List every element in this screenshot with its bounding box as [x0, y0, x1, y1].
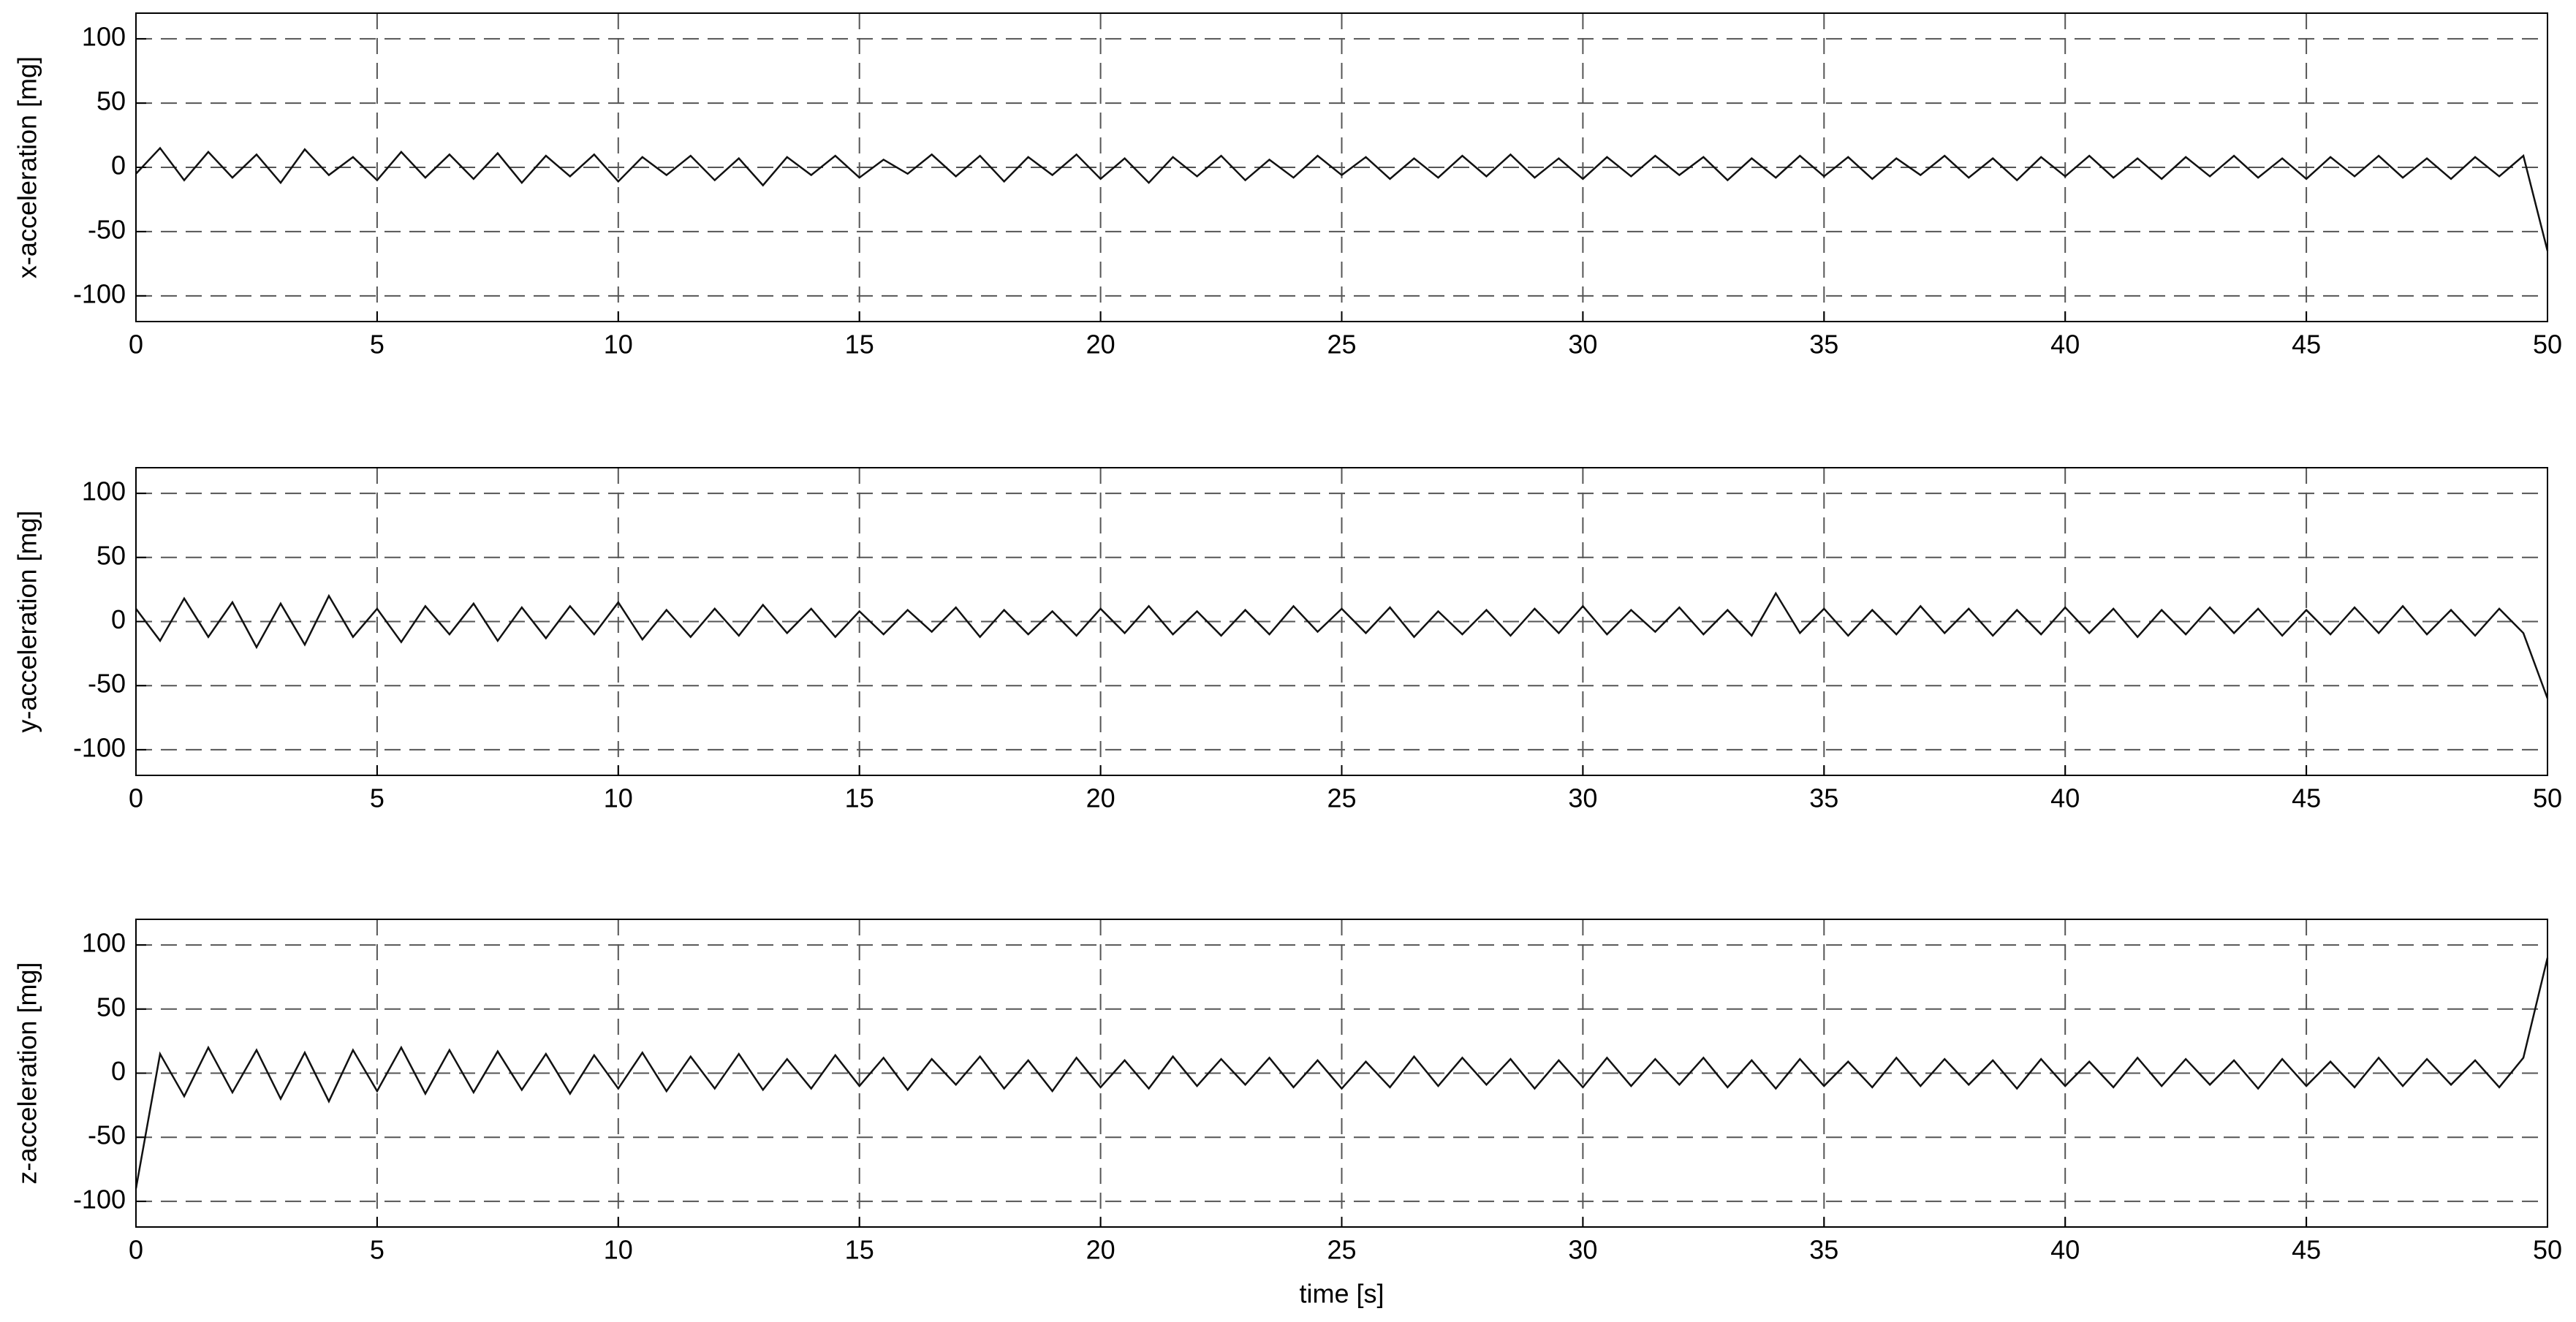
x-tick-label: 5: [370, 1235, 384, 1265]
plot-frame: [135, 919, 2548, 1228]
y-tick-label: 50: [96, 540, 126, 570]
x-axis-label: time [s]: [1299, 1279, 1384, 1309]
x-tick-label: 40: [2050, 783, 2080, 813]
x-tick-label: 40: [2050, 330, 2080, 360]
y-tick-label: 50: [96, 86, 126, 116]
y-tick-label: 50: [96, 992, 126, 1022]
x-tick-label: 10: [604, 1235, 633, 1265]
x-tick-label: 10: [604, 330, 633, 360]
x-tick-label: 5: [370, 783, 384, 813]
x-tick-label: 50: [2533, 1235, 2562, 1265]
y-tick-label: 0: [111, 1056, 126, 1086]
x-tick-label: 45: [2292, 1235, 2321, 1265]
x-tick-label: 0: [129, 1235, 143, 1265]
y-tick-label: 100: [82, 22, 126, 52]
y-axis-label: y-acceleration [mg]: [12, 510, 42, 732]
x-tick-label: 15: [845, 783, 874, 813]
y-tick-label: -50: [88, 669, 126, 699]
y-axis-label: z-acceleration [mg]: [12, 962, 42, 1184]
y-tick-label: 100: [82, 928, 126, 958]
y-tick-label: 100: [82, 476, 126, 506]
plot-frame: [135, 12, 2548, 322]
plot-frame: [135, 467, 2548, 776]
x-tick-label: 30: [1568, 1235, 1597, 1265]
x-tick-label: 45: [2292, 783, 2321, 813]
x-tick-label: 15: [845, 330, 874, 360]
x-tick-label: 30: [1568, 783, 1597, 813]
x-tick-label: 0: [129, 783, 143, 813]
y-tick-label: -50: [88, 1120, 126, 1150]
x-tick-label: 50: [2533, 330, 2562, 360]
x-tick-label: 50: [2533, 783, 2562, 813]
x-tick-label: 30: [1568, 330, 1597, 360]
x-tick-label: 35: [1809, 783, 1838, 813]
x-tick-label: 15: [845, 1235, 874, 1265]
x-tick-label: 35: [1809, 1235, 1838, 1265]
x-tick-label: 20: [1086, 783, 1115, 813]
x-tick-label: 40: [2050, 1235, 2080, 1265]
y-tick-label: 0: [111, 604, 126, 634]
x-tick-label: 45: [2292, 330, 2321, 360]
x-tick-label: 0: [129, 330, 143, 360]
x-tick-label: 10: [604, 783, 633, 813]
x-tick-label: 20: [1086, 330, 1115, 360]
data-line: [135, 591, 2549, 699]
x-tick-label: 25: [1327, 1235, 1356, 1265]
y-tick-label: -100: [73, 278, 126, 308]
y-tick-label: -50: [88, 214, 126, 244]
data-line: [135, 146, 2549, 251]
y-tick-label: -100: [73, 732, 126, 762]
x-tick-label: 25: [1327, 783, 1356, 813]
x-tick-label: 5: [370, 330, 384, 360]
y-tick-label: 0: [111, 151, 126, 181]
y-axis-label: x-acceleration [mg]: [12, 56, 42, 278]
x-tick-label: 25: [1327, 330, 1356, 360]
x-tick-label: 35: [1809, 330, 1838, 360]
x-tick-label: 20: [1086, 1235, 1115, 1265]
y-tick-label: -100: [73, 1184, 126, 1214]
data-line: [135, 957, 2549, 1189]
